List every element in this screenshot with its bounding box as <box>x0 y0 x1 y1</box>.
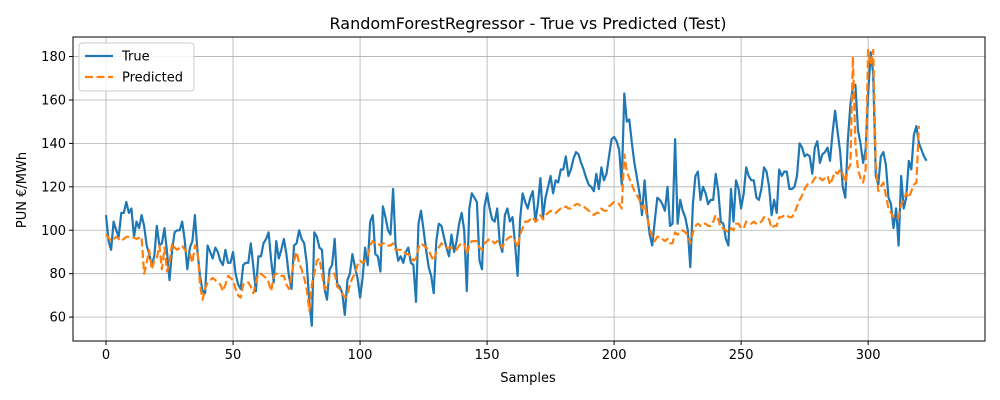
x-tick-label: 50 <box>225 348 242 363</box>
plot-frame <box>72 36 986 342</box>
grid <box>73 37 985 341</box>
y-axis: 60 80 100 120 140 160 180 <box>41 50 73 326</box>
x-axis: 0 50 100 150 200 250 300 <box>102 341 881 363</box>
y-tick-label: 120 <box>41 180 66 195</box>
series-lines <box>104 48 928 327</box>
legend-label-predicted: Predicted <box>122 71 183 86</box>
y-tick-label: 160 <box>41 93 66 108</box>
legend-label-true: True <box>121 50 150 65</box>
x-tick-label: 150 <box>475 348 500 363</box>
series-line-true <box>104 51 928 327</box>
series-line-predicted <box>105 48 920 312</box>
x-tick-label: 300 <box>856 348 881 363</box>
y-tick-label: 100 <box>41 224 66 239</box>
y-tick-label: 180 <box>41 50 66 65</box>
x-tick-label: 0 <box>102 348 110 363</box>
x-axis-label: Samples <box>500 371 556 386</box>
x-tick-label: 250 <box>729 348 754 363</box>
y-tick-label: 80 <box>49 267 66 282</box>
y-tick-label: 140 <box>41 137 66 152</box>
y-tick-label: 60 <box>49 311 66 326</box>
y-axis-label: PUN €/MWh <box>15 152 30 228</box>
x-tick-label: 100 <box>348 348 373 363</box>
legend: True Predicted <box>78 42 195 92</box>
chart-title: RandomForestRegressor - True vs Predicte… <box>330 14 727 33</box>
x-tick-label: 200 <box>602 348 627 363</box>
